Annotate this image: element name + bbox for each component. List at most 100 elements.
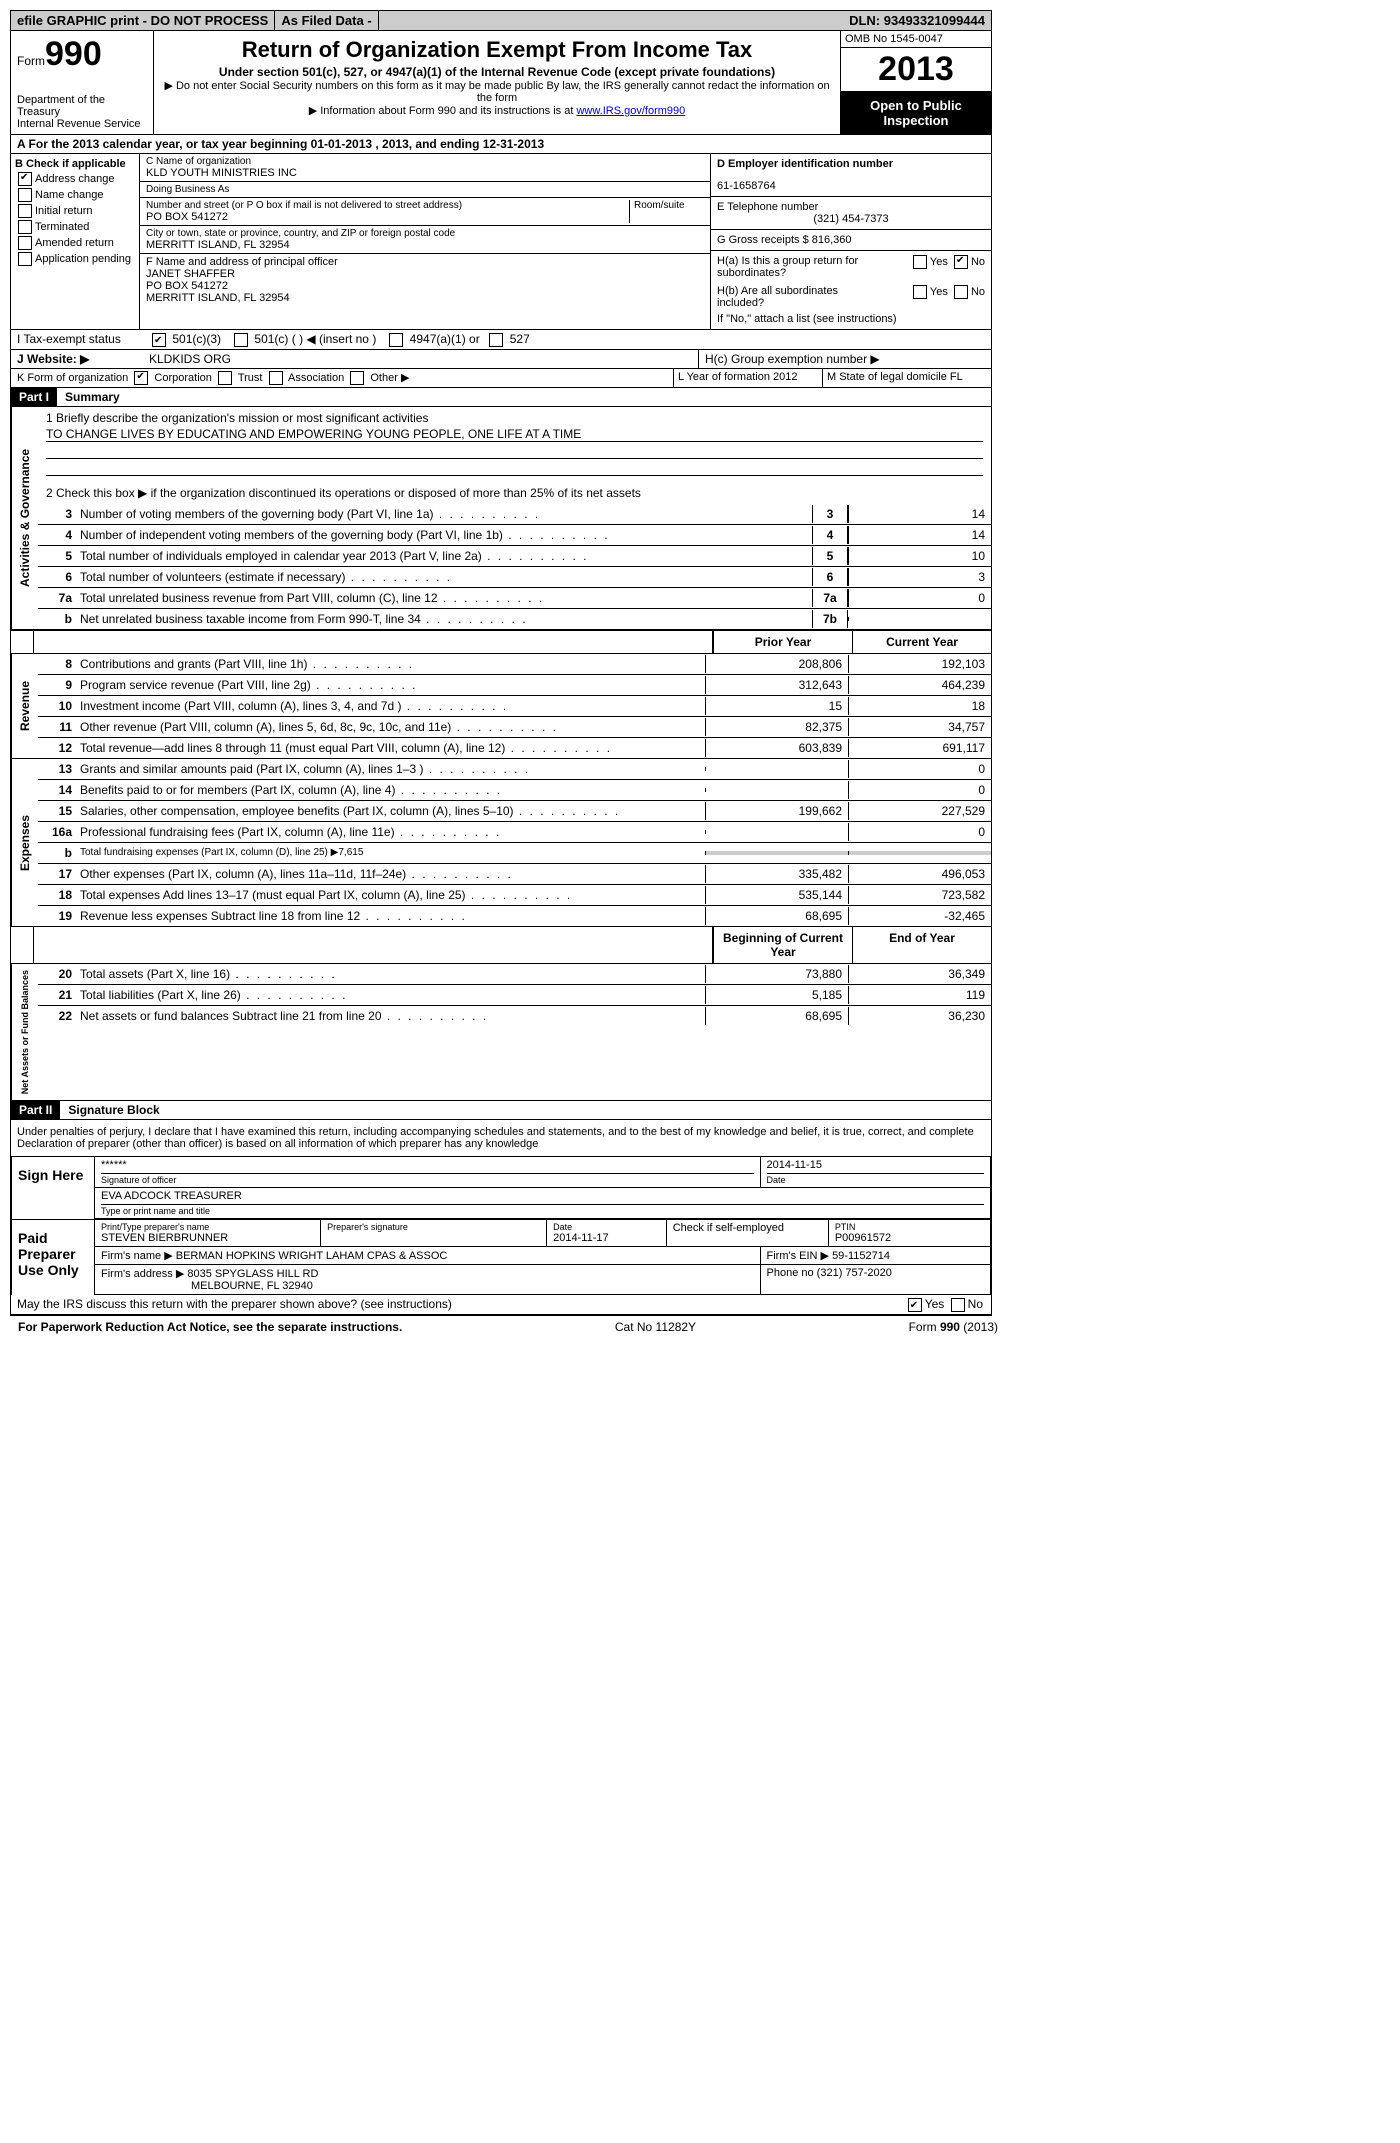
line-prior: 5,185: [705, 986, 848, 1004]
firm-phone-cell: Phone no (321) 757-2020: [761, 1265, 991, 1294]
firm-ein-label: Firm's EIN ▶: [767, 1250, 830, 1262]
checkbox-icon[interactable]: [152, 333, 166, 347]
line-num: 3: [38, 505, 76, 523]
line-desc: Benefits paid to or for members (Part IX…: [76, 781, 705, 799]
chk-label: Initial return: [35, 205, 92, 217]
prep-sig-label: Preparer's signature: [327, 1222, 540, 1232]
gov-line: 4 Number of independent voting members o…: [38, 525, 991, 546]
gross-value: 816,360: [812, 234, 852, 246]
checkbox-icon[interactable]: [134, 371, 148, 385]
dba-label: Doing Business As: [146, 184, 704, 195]
line2-text: 2 Check this box ▶ if the organization d…: [46, 486, 641, 500]
part2-title: Signature Block: [60, 1101, 167, 1119]
sign-here-label: Sign Here: [12, 1157, 95, 1219]
spacer: [34, 927, 713, 963]
line-desc: Professional fundraising fees (Part IX, …: [76, 823, 705, 841]
chk-amended[interactable]: Amended return: [15, 236, 135, 250]
checkbox-icon[interactable]: [951, 1298, 965, 1312]
line-prior: 15: [705, 697, 848, 715]
line-curr: 18: [848, 697, 991, 715]
chk-name-change[interactable]: Name change: [15, 188, 135, 202]
data-line: 11 Other revenue (Part VIII, column (A),…: [38, 717, 991, 738]
checkbox-icon[interactable]: [913, 255, 927, 269]
name-title-label: Type or print name and title: [101, 1204, 984, 1216]
tel-value: (321) 454-7373: [717, 213, 985, 225]
room-label: Room/suite: [634, 200, 704, 211]
dept-treasury: Department of the Treasury: [17, 94, 147, 118]
sig-date-cell: 2014-11-15 Date: [761, 1157, 991, 1187]
data-line: 8 Contributions and grants (Part VIII, l…: [38, 654, 991, 675]
gross-label: G Gross receipts $: [717, 234, 809, 246]
name-title-cell: EVA ADCOCK TREASURER Type or print name …: [95, 1188, 990, 1218]
chk-address-change[interactable]: Address change: [15, 172, 135, 186]
line-curr: 691,117: [848, 739, 991, 757]
line-val: 0: [848, 589, 991, 607]
org-name-label: C Name of organization: [146, 156, 704, 167]
checkbox-icon[interactable]: [350, 371, 364, 385]
spacer: [11, 631, 34, 653]
chk-initial-return[interactable]: Initial return: [15, 204, 135, 218]
checkbox-icon[interactable]: [389, 333, 403, 347]
vlabel-expenses: Expenses: [11, 759, 38, 926]
header-row: Form990 Department of the Treasury Inter…: [11, 31, 991, 135]
checkbox-icon: [18, 172, 32, 186]
hb-note: If "No," attach a list (see instructions…: [717, 313, 985, 325]
form-subtitle: Under section 501(c), 527, or 4947(a)(1)…: [158, 65, 836, 79]
line-prior: [705, 851, 848, 855]
checkbox-icon[interactable]: [234, 333, 248, 347]
ptin-value: P00961572: [835, 1232, 984, 1244]
part1-tag: Part I: [11, 388, 57, 406]
checkbox-icon[interactable]: [954, 255, 968, 269]
col-beginning: Beginning of Current Year: [713, 927, 852, 963]
gov-line: 6 Total number of volunteers (estimate i…: [38, 567, 991, 588]
firm-city: MELBOURNE, FL 32940: [101, 1280, 754, 1292]
data-line: 16a Professional fundraising fees (Part …: [38, 822, 991, 843]
data-line: 15 Salaries, other compensation, employe…: [38, 801, 991, 822]
line-prior: 73,880: [705, 965, 848, 983]
sig-stars: ******: [101, 1159, 754, 1171]
tel-box: E Telephone number (321) 454-7373: [711, 197, 991, 230]
prep-name: STEVEN BIERBRUNNER: [101, 1232, 314, 1244]
line-desc: Net assets or fund balances Subtract lin…: [76, 1007, 705, 1025]
prep-date-label: Date: [553, 1222, 660, 1232]
header-left: Form990 Department of the Treasury Inter…: [11, 31, 154, 134]
chk-terminated[interactable]: Terminated: [15, 220, 135, 234]
as-filed: As Filed Data -: [275, 11, 378, 30]
checkbox-icon[interactable]: [913, 285, 927, 299]
dln-label: DLN:: [849, 13, 880, 28]
checkbox-icon[interactable]: [218, 371, 232, 385]
ein-box: D Employer identification number 61-1658…: [711, 154, 991, 197]
line-desc: Number of independent voting members of …: [76, 526, 812, 544]
info-note-pre: ▶ Information about Form 990 and its ins…: [309, 105, 577, 117]
line-num: 22: [38, 1007, 76, 1025]
checkbox-icon[interactable]: [269, 371, 283, 385]
prep-date: 2014-11-17: [553, 1232, 660, 1244]
gross-box: G Gross receipts $ 816,360: [711, 230, 991, 251]
officer-label: F Name and address of principal officer: [146, 256, 704, 268]
l-label: L Year of formation: [678, 371, 770, 383]
firm-addr-cell: Firm's address ▶ 8035 SPYGLASS HILL RD M…: [95, 1265, 761, 1294]
perjury-text: Under penalties of perjury, I declare th…: [11, 1120, 991, 1156]
part1-header-row: Part I Summary: [11, 388, 991, 407]
phone-value: (321) 757-2020: [817, 1267, 892, 1279]
officer-name: JANET SHAFFER: [146, 268, 704, 280]
gov-line: 7a Total unrelated business revenue from…: [38, 588, 991, 609]
sign-here-table: Sign Here ****** Signature of officer 20…: [11, 1156, 991, 1219]
checkbox-icon[interactable]: [908, 1298, 922, 1312]
blank-line: [46, 461, 983, 476]
dln-cell: DLN: 93493321099444: [843, 11, 991, 30]
chk-pending[interactable]: Application pending: [15, 252, 135, 266]
sig-date-label: Date: [767, 1173, 985, 1185]
officer-addr1: PO BOX 541272: [146, 280, 704, 292]
prep-name-cell: Print/Type preparer's name STEVEN BIERBR…: [95, 1220, 321, 1246]
name-title: EVA ADCOCK TREASURER: [101, 1190, 984, 1202]
checkbox-icon[interactable]: [954, 285, 968, 299]
netassets-lines: 20 Total assets (Part X, line 16) 73,880…: [38, 964, 991, 1100]
line-curr: 723,582: [848, 886, 991, 904]
line-desc: Total number of individuals employed in …: [76, 547, 812, 565]
netassets-head: Beginning of Current Year End of Year: [11, 927, 991, 964]
checkbox-icon[interactable]: [489, 333, 503, 347]
governance-body: 1 Briefly describe the organization's mi…: [38, 407, 991, 629]
revenue-block: Revenue 8 Contributions and grants (Part…: [11, 654, 991, 759]
irs-link[interactable]: www.IRS.gov/form990: [576, 105, 685, 117]
